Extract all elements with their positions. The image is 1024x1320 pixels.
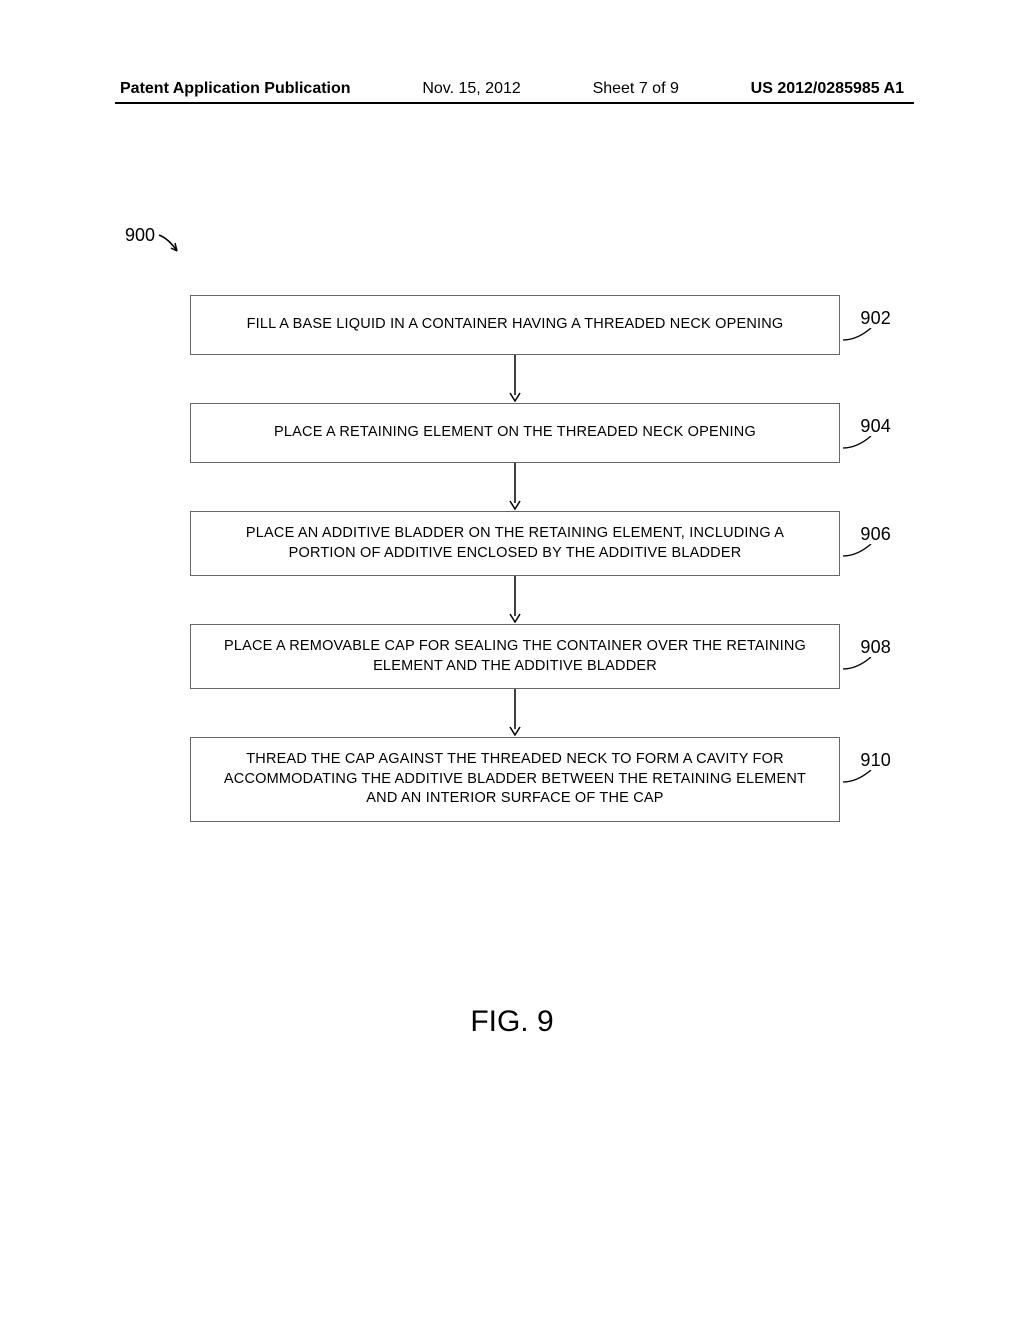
flowchart-connector [190,463,840,511]
lead-line-icon [843,436,875,452]
lead-line-icon [843,328,875,344]
flowchart-step: PLACE A REMOVABLE CAP FOR SEALING THE CO… [190,624,840,689]
figure-reference: 900 [125,225,191,261]
header-rule [115,102,914,104]
step-reference-number: 906 [860,522,891,546]
figure-reference-number: 900 [125,225,155,246]
step-reference-number: 908 [860,635,891,659]
publication-number: US 2012/0285985 A1 [751,80,904,98]
flowchart-connector [190,355,840,403]
publication-label: Patent Application Publication [120,80,351,98]
reference-arrow-icon [157,231,191,261]
step-reference-number: 904 [860,414,891,438]
flowchart-step: THREAD THE CAP AGAINST THE THREADED NECK… [190,737,840,822]
flowchart-connector [190,689,840,737]
step-text: PLACE AN ADDITIVE BLADDER ON THE RETAINI… [215,524,815,563]
flowchart-step: FILL A BASE LIQUID IN A CONTAINER HAVING… [190,295,840,355]
lead-line-icon [843,657,875,673]
flowchart-step: PLACE A RETAINING ELEMENT ON THE THREADE… [190,403,840,463]
step-text: PLACE A RETAINING ELEMENT ON THE THREADE… [274,423,756,443]
flowchart: FILL A BASE LIQUID IN A CONTAINER HAVING… [190,295,850,822]
lead-line-icon [843,544,875,560]
page-header: Patent Application Publication Nov. 15, … [120,80,904,98]
arrow-down-icon [508,576,522,624]
sheet-number: Sheet 7 of 9 [593,80,679,98]
step-text: FILL A BASE LIQUID IN A CONTAINER HAVING… [247,315,784,335]
step-text: PLACE A REMOVABLE CAP FOR SEALING THE CO… [215,637,815,676]
publication-date: Nov. 15, 2012 [422,80,520,98]
arrow-down-icon [508,689,522,737]
arrow-down-icon [508,463,522,511]
step-reference-number: 902 [860,306,891,330]
figure-caption: FIG. 9 [0,1005,1024,1039]
arrow-down-icon [508,355,522,403]
step-text: THREAD THE CAP AGAINST THE THREADED NECK… [215,750,815,809]
lead-line-icon [843,770,875,786]
flowchart-step: PLACE AN ADDITIVE BLADDER ON THE RETAINI… [190,511,840,576]
step-reference-number: 910 [860,748,891,772]
flowchart-connector [190,576,840,624]
